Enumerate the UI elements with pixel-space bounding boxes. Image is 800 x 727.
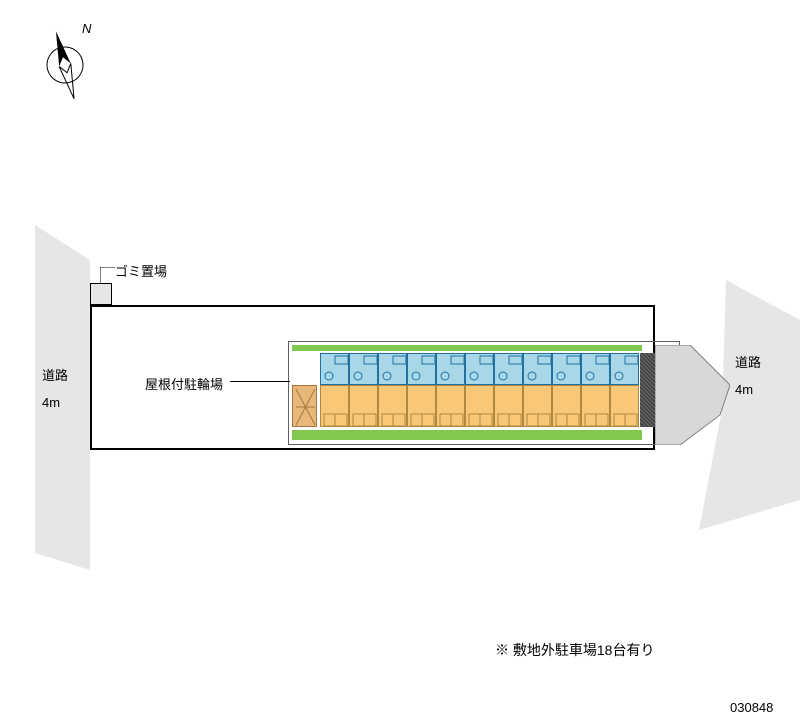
unit-lower (523, 385, 552, 427)
unit-lower (581, 385, 610, 427)
unit-lower (610, 385, 639, 427)
compass-north: N (20, 15, 110, 105)
bike-parking-label: 屋根付駐輪場 (145, 374, 223, 393)
unit-lower (552, 385, 581, 427)
unit-upper (552, 353, 581, 385)
unit-lower (320, 385, 349, 427)
unit-upper (378, 353, 407, 385)
unit-lower (436, 385, 465, 427)
unit-upper (523, 353, 552, 385)
unit-lower (465, 385, 494, 427)
unit-lower (378, 385, 407, 427)
garbage-leader (100, 267, 115, 283)
reference-number: 030848 (730, 700, 773, 715)
road-right-width: 4m (735, 382, 753, 397)
walkway-path (655, 345, 730, 445)
road-left-width: 4m (42, 395, 60, 410)
unit-upper (494, 353, 523, 385)
unit-lower (494, 385, 523, 427)
bike-leader (230, 381, 290, 382)
road-left-label: 道路 (42, 365, 68, 384)
garbage-label: ゴミ置場 (115, 261, 167, 280)
bike-parking (292, 385, 317, 427)
garbage-area (90, 283, 112, 305)
unit-upper (465, 353, 494, 385)
svg-text:N: N (82, 21, 92, 36)
unit-lower (407, 385, 436, 427)
units-lower-row (320, 385, 639, 427)
unit-upper (320, 353, 349, 385)
grass-bottom (292, 430, 642, 440)
units-upper-row (320, 353, 639, 385)
unit-upper (581, 353, 610, 385)
unit-lower (349, 385, 378, 427)
road-right-label: 道路 (735, 352, 761, 371)
unit-upper (436, 353, 465, 385)
unit-upper (610, 353, 639, 385)
parking-note: ※ 敷地外駐車場18台有り (495, 640, 654, 660)
grass-top (292, 345, 642, 351)
unit-upper (349, 353, 378, 385)
unit-upper (407, 353, 436, 385)
